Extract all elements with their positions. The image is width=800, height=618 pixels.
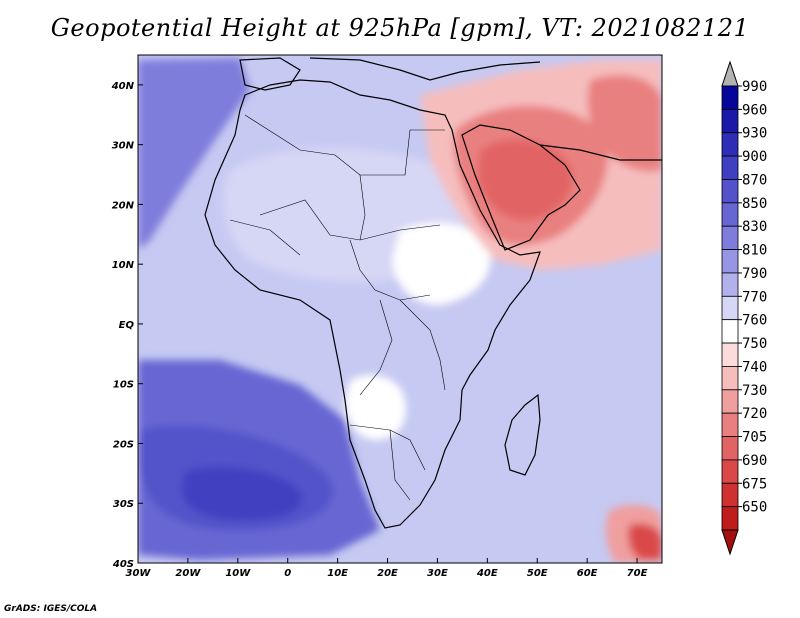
plot-area <box>138 55 662 563</box>
lon-tick-label: 10W <box>225 568 251 579</box>
colorbar-label: 705 <box>742 430 767 446</box>
longitude-axis-labels: 30W 20W 10W 0 10E 20E 30E 40E 50E 60E 70E <box>126 568 648 579</box>
africa-coastline <box>204 79 541 529</box>
colorbar-swatch <box>721 202 739 227</box>
colorbar-under-arrow <box>721 529 739 556</box>
colorbar-swatch <box>721 342 739 367</box>
colorbar-swatch <box>721 459 739 484</box>
lon-tick-label: 40E <box>476 568 498 579</box>
field-iran-low <box>587 75 662 172</box>
lat-tick-label: 10S <box>113 380 134 391</box>
lon-tick-label: 20E <box>377 568 398 579</box>
lat-tick-label: 40N <box>111 81 135 92</box>
colorbar-swatch <box>721 179 739 204</box>
colorbar-label: 830 <box>742 219 767 235</box>
colorbar-label: 650 <box>742 500 767 516</box>
colorbar-swatch <box>721 506 739 531</box>
iberia-coastline <box>239 57 301 91</box>
lon-tick-label: 70E <box>627 568 648 579</box>
field-southern-indian-ocean-low-core <box>628 523 662 560</box>
colorbar-label: 720 <box>742 406 767 422</box>
lon-tick-label: 60E <box>577 568 598 579</box>
colorbar-label: 730 <box>742 383 767 399</box>
colorbar-swatch <box>721 108 739 134</box>
lon-tick-label: 20W <box>175 568 201 579</box>
lon-tick-label: 50E <box>527 568 548 579</box>
colorbar-swatch <box>721 389 739 414</box>
colorbar-label: 790 <box>742 266 767 282</box>
colorbar-label: 690 <box>742 453 767 469</box>
colorbar-legend: 990 960 930 900 870 850 830 810 790 770 760 750 740 7… <box>721 60 767 556</box>
lat-tick-label: 30S <box>113 499 134 510</box>
colorbar-swatch <box>721 225 739 250</box>
field-north-atlantic-high <box>138 58 250 250</box>
field-arabian-low-core <box>478 139 573 221</box>
field-kalahari-low <box>345 375 406 440</box>
arabian-peninsula-coastline <box>461 124 581 251</box>
colorbar-swatch <box>721 482 739 508</box>
colorbar-label: 960 <box>742 102 767 118</box>
colorbar-swatch <box>721 295 739 321</box>
coastline-outlines <box>204 57 662 529</box>
latitude-axis-labels: 40N 30N 20N 10N EQ 10S 20S 30S 40S <box>111 81 135 570</box>
colorbar-swatch <box>721 272 739 297</box>
lat-tick-label: 10N <box>112 260 135 271</box>
colorbar-swatch <box>721 412 739 437</box>
map-title: Geopotential Height at 925hPa [gpm], VT:… <box>50 14 750 42</box>
colorbar-label: 740 <box>742 359 767 375</box>
colorbar-label: 990 <box>742 79 767 95</box>
colorbar-over-arrow <box>721 60 739 87</box>
colorbar-label: 870 <box>742 172 767 188</box>
colorbar-label: 760 <box>742 313 767 329</box>
country-borders <box>229 114 446 501</box>
lon-tick-label: 30W <box>126 568 152 579</box>
colorbar-swatch <box>721 366 739 391</box>
lon-tick-label: 30E <box>427 568 448 579</box>
lat-tick-label: 20N <box>112 200 135 211</box>
colorbar-label: 810 <box>742 243 767 259</box>
lat-tick-label: 20S <box>113 439 134 450</box>
lat-tick-label: EQ <box>119 320 135 331</box>
lat-tick-label: 40S <box>112 559 134 570</box>
colorbar-swatch <box>721 249 739 274</box>
lon-tick-label: 0 <box>284 568 291 579</box>
colorbar-label: 900 <box>742 149 767 165</box>
colorbar-label: 770 <box>742 289 767 305</box>
colorbar-swatch <box>721 155 739 180</box>
colorbar-label: 750 <box>742 336 767 352</box>
field-east-africa-low <box>392 222 491 305</box>
lat-tick-label: 30N <box>112 141 135 152</box>
madagascar-coastline <box>504 393 541 476</box>
colorbar-label: 930 <box>742 126 767 142</box>
colorbar-label: 850 <box>742 196 767 212</box>
credit-text: GrADS: IGES/COLA <box>4 604 98 614</box>
colorbar-swatch <box>721 132 739 157</box>
map-frame <box>137 54 663 564</box>
colorbar-label: 675 <box>742 476 767 492</box>
europe-coastline <box>309 57 541 81</box>
lon-tick-label: 10E <box>327 568 348 579</box>
iran-coastline <box>539 144 662 161</box>
colorbar-swatch <box>721 319 739 344</box>
axis-tick-marks <box>137 84 638 564</box>
colorbar-swatch <box>721 436 739 461</box>
colorbar-swatch <box>721 85 739 110</box>
field-atlantic-south-high-core <box>182 466 302 521</box>
